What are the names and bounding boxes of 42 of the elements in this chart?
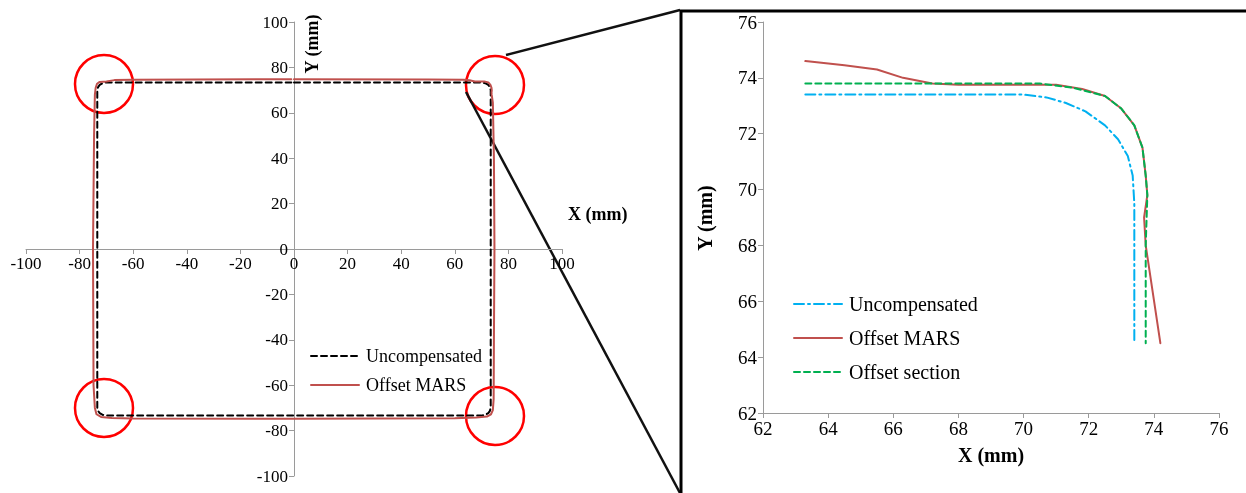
- legend-label: Uncompensated: [849, 293, 978, 316]
- y-tick-label: 68: [738, 234, 757, 256]
- y-tick-label: 76: [738, 11, 757, 33]
- y-tick-label: 20: [271, 194, 288, 214]
- x-tick-label: 72: [1079, 418, 1099, 439]
- x-tick-label: 68: [948, 418, 968, 439]
- x-tick-label: 80: [499, 254, 517, 273]
- x-tick-label: 66: [883, 418, 903, 439]
- x-axis-title: X (mm): [568, 204, 628, 225]
- y-tick-label: 64: [738, 346, 758, 368]
- x-tick-label: 20: [339, 254, 357, 273]
- y-tick-label: 66: [738, 290, 757, 312]
- y-tick-label: 0: [279, 239, 288, 259]
- legend-label: Offset MARS: [366, 375, 467, 395]
- legend-label: Uncompensated: [366, 346, 482, 366]
- x-tick-label: 74: [1144, 418, 1164, 439]
- y-tick-label: -20: [265, 284, 288, 304]
- x-tick-label: 70: [1014, 418, 1034, 439]
- y-tick-label: 70: [738, 179, 757, 201]
- y-tick-label: 60: [271, 103, 288, 123]
- x-tick-label: 76: [1209, 418, 1229, 439]
- y-tick-label: -60: [265, 375, 288, 395]
- y-axis-title: Y (mm): [302, 14, 323, 74]
- x-tick-label: -100: [10, 254, 42, 273]
- x-tick-label: -20: [229, 254, 252, 273]
- y-tick-label: -40: [265, 330, 288, 350]
- x-tick-label: -80: [68, 254, 91, 273]
- x-tick-label: 60: [446, 254, 464, 273]
- y-tick-label: 100: [262, 12, 288, 32]
- y-tick-label: 72: [738, 123, 757, 145]
- x-tick-label: 40: [392, 254, 410, 273]
- y-tick-label: 40: [271, 148, 288, 168]
- y-axis-title: Y (mm): [694, 185, 717, 251]
- y-tick-label: 80: [271, 57, 288, 77]
- x-axis-title: X (mm): [957, 444, 1025, 467]
- y-tick-label: -100: [256, 466, 288, 486]
- x-tick-label: -40: [175, 254, 199, 273]
- x-tick-label: -60: [121, 254, 145, 273]
- legend-label: Offset MARS: [849, 327, 961, 349]
- legend-label: Offset section: [849, 361, 961, 383]
- y-tick-label: 74: [738, 67, 758, 89]
- x-tick-label: 64: [818, 418, 839, 439]
